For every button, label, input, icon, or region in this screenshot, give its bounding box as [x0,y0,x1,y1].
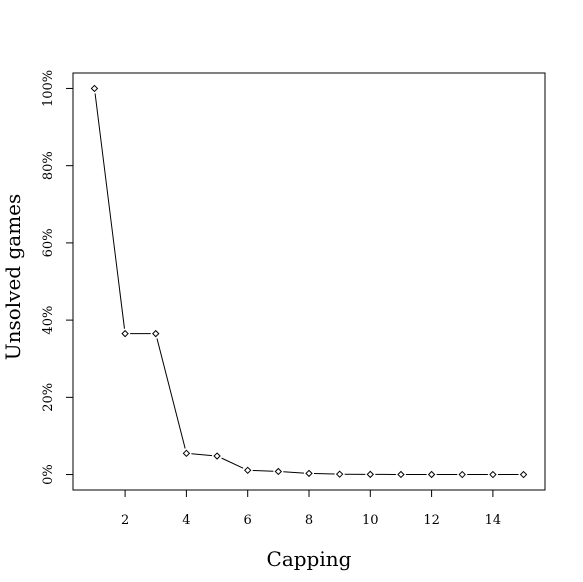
x-tick-label: 4 [182,513,190,528]
x-tick-label: 10 [362,513,379,528]
data-point [305,469,313,478]
y-tick-label: 20% [41,383,56,412]
data-point [243,466,252,475]
series-line-segment [191,453,213,457]
series-line-segment [156,338,186,449]
data-point [90,84,99,93]
series-line-segment [94,93,125,329]
x-axis-label: Capping [267,547,352,571]
y-tick-label: 100% [41,70,56,107]
data-point [213,452,221,460]
x-tick-label: 8 [305,513,313,528]
series-line-segment [252,469,274,472]
data-point [366,470,375,479]
x-tick-label: 2 [121,513,129,528]
series-line-segment [221,457,244,469]
data-point [519,470,528,479]
data-point [274,467,283,476]
y-axis: 0% 20% 40% 60% 80% 100% [41,70,73,485]
y-tick-label: 40% [41,306,56,335]
y-tick-label: 60% [41,228,56,257]
x-tick-label: 6 [244,513,252,528]
data-point [489,470,497,479]
series [90,84,528,479]
x-tick-label: 12 [423,513,440,528]
data-point [458,470,466,479]
x-tick-label: 14 [485,513,502,528]
y-axis-label: Unsolved games [1,194,25,361]
y-tick-label: 80% [41,151,56,180]
plot-frame [72,72,546,491]
series-line-segment [313,473,335,475]
data-point [152,329,160,338]
series-line-segment [283,471,305,474]
y-tick-label: 0% [41,464,56,485]
data-point [182,449,191,458]
data-point [121,329,129,338]
data-point [397,470,405,479]
data-point [427,470,436,479]
data-point [335,470,344,478]
x-axis: 2 4 6 8 10 12 14 [121,490,501,528]
